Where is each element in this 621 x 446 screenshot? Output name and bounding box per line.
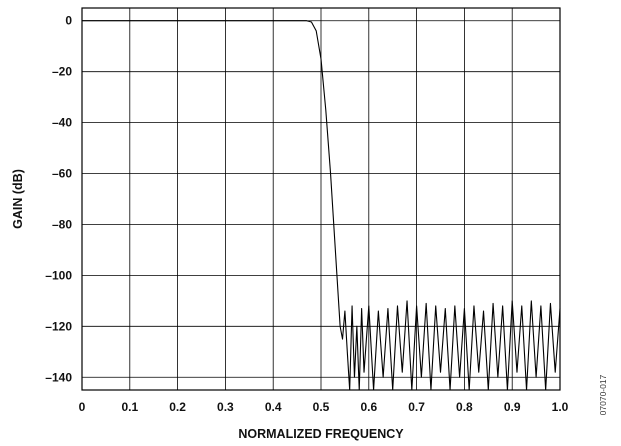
x-tick-label: 0: [79, 400, 86, 414]
series-line: [82, 20, 561, 391]
y-tick-label: –140: [45, 370, 72, 384]
y-tick-label: –120: [45, 319, 72, 333]
y-tick-label: –100: [45, 268, 72, 282]
x-axis-title: NORMALIZED FREQUENCY: [238, 427, 404, 441]
x-tick-label: 0.8: [456, 400, 473, 414]
y-axis-title: GAIN (dB): [11, 169, 25, 229]
series-layer: [82, 20, 561, 391]
figure-id: 07070-017: [598, 374, 608, 415]
x-tick-label: 0.7: [408, 400, 425, 414]
x-tick-label: 0.1: [121, 400, 138, 414]
y-tick-label: –80: [52, 217, 72, 231]
y-tick-label: –40: [52, 116, 72, 130]
x-tick-label: 0.4: [265, 400, 282, 414]
x-tick-label: 1.0: [552, 400, 569, 414]
y-tick-label: 0: [65, 14, 72, 28]
plot-frame: [81, 7, 561, 391]
y-tick-labels: 0 –20 –40 –60 –80 –100 –120 –140: [45, 14, 72, 385]
x-tick-label: 0.9: [504, 400, 521, 414]
x-tick-label: 0.5: [313, 400, 330, 414]
x-tick-label: 0.3: [217, 400, 234, 414]
x-tick-label: 0.2: [169, 400, 186, 414]
x-tick-label: 0.6: [360, 400, 377, 414]
y-tick-label: –20: [52, 65, 72, 79]
x-tick-labels: 0 0.1 0.2 0.3 0.4 0.5 0.6 0.7 0.8 0.9 1.0: [79, 400, 569, 414]
y-tick-label: –60: [52, 167, 72, 181]
